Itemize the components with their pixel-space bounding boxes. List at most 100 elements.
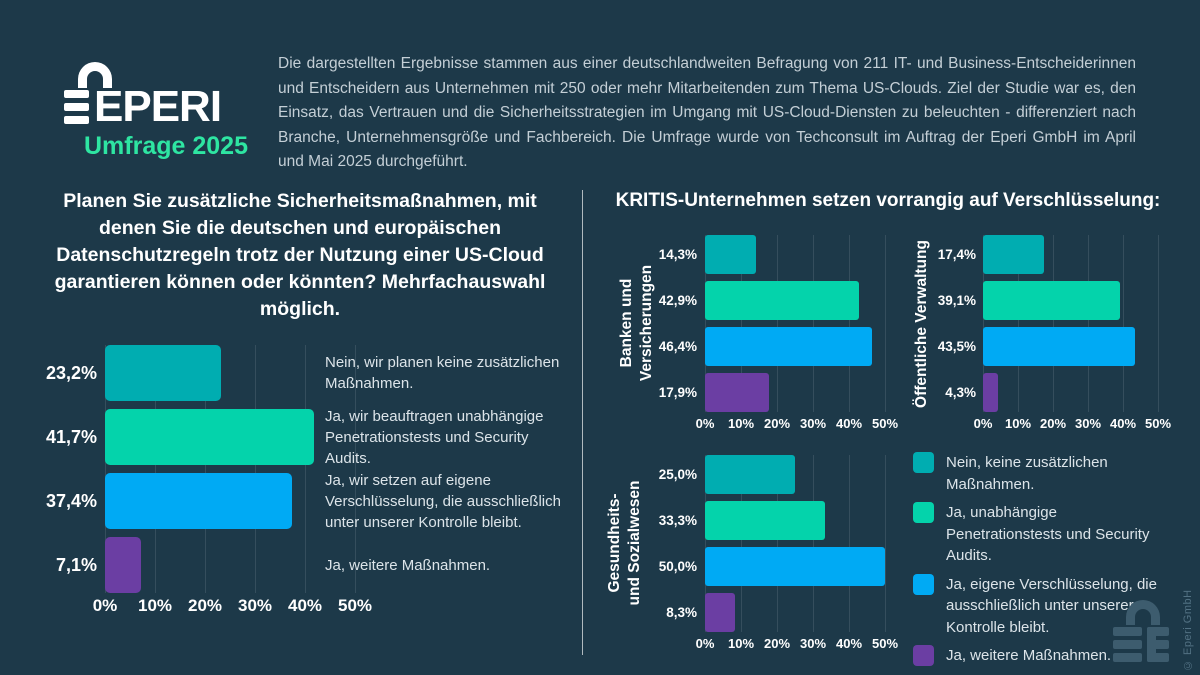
x-tick-label: 30% [799, 636, 827, 651]
legend-swatch-purple [913, 645, 934, 666]
bar-segment [705, 373, 770, 412]
legend-item: Nein, keine zusätzlichen Maßnahmen. [913, 452, 1175, 495]
bar-value-label: 8,3% [666, 605, 697, 620]
x-tick-label: 50% [871, 636, 899, 651]
main-bar-chart: 23,2% 41,7% 37,4% 7,1% 0% 10% 20% 30% 40% 50% Ne… [40, 345, 565, 625]
main-chart-plot [105, 345, 356, 593]
bar-segment [705, 501, 825, 540]
x-tick-label: 40% [835, 636, 863, 651]
bar-segment [983, 327, 1136, 366]
gesundheit-x-axis: 0% 10% 20% 30% 40% 50% [696, 636, 898, 658]
main-chart-x-axis: 0% 10% 20% 30% 40% 50% [93, 596, 372, 618]
x-tick-label: 20% [187, 596, 223, 615]
legend-swatch-blue [913, 573, 934, 595]
bar-segment [105, 537, 141, 593]
gesundheit-gridlines [705, 455, 886, 632]
bar-segment [705, 327, 873, 366]
x-tick-label: 50% [871, 416, 899, 431]
banken-plot [705, 235, 886, 412]
right-section-title: KRITIS-Unternehmen setzen vorrangig auf … [615, 190, 1161, 211]
bar-value-label: 50,0% [658, 559, 697, 574]
x-tick-label: 30% [799, 416, 827, 431]
main-chart-gridlines [105, 345, 356, 593]
logo-subtitle: Umfrage 2025 [84, 132, 248, 160]
x-tick-label: 40% [287, 596, 323, 615]
main-chart-answer-labels: Nein, wir planen keine zusätzlichen Maßn… [325, 345, 563, 593]
x-tick-label: 10% [727, 416, 755, 431]
x-tick-label: 0% [695, 416, 715, 431]
gesundheit-bar-chart: Gesundheits- und Sozialwesen 25,0% 33,3% 5… [592, 455, 902, 660]
lock-shackle-icon [78, 62, 112, 88]
legend-swatch-mint [913, 502, 934, 523]
intro-paragraph: Die dargestellten Ergebnisse stammen aus… [278, 55, 1136, 170]
verwaltung-value-labels: 17,4% 39,1% 43,5% 4,3% [926, 235, 976, 412]
gesundheit-plot [705, 455, 886, 632]
x-tick-label: 50% [337, 596, 373, 615]
banken-value-labels: 14,3% 42,9% 46,4% 17,9% [647, 235, 697, 412]
bar-value-label: 7,1% [55, 554, 97, 575]
bar-segment [705, 235, 757, 274]
verwaltung-bar-chart: Öffentliche Verwaltung 17,4% 39,1% 43,5% 4,… [875, 235, 1185, 440]
logo-wordmark: EPERI [94, 82, 222, 131]
x-tick-label: 50% [1144, 416, 1172, 431]
bar-value-label: 25,0% [658, 467, 697, 482]
verwaltung-plot [983, 235, 1159, 412]
banken-x-axis: 0% 10% 20% 30% 40% 50% [696, 416, 898, 438]
bar-segment [705, 593, 735, 632]
bar-segment [705, 547, 885, 586]
bar-segment [705, 281, 860, 320]
bar-value-label: 39,1% [937, 293, 976, 308]
verwaltung-bars [983, 235, 1158, 412]
legend-item: Ja, weitere Maßnahmen. [913, 645, 1175, 667]
legend-item: Ja, unabhängige Penetrationstests und Se… [913, 502, 1175, 567]
x-tick-label: 0% [92, 596, 118, 615]
x-tick-label: 30% [1074, 416, 1102, 431]
bar-value-label: 42,9% [658, 293, 697, 308]
x-tick-label: 0% [695, 636, 715, 651]
legend: Nein, keine zusätzlichen Maßnahmen. Ja, … [913, 452, 1175, 667]
gesundheit-axis-title: Gesundheits- und Sozialwesen [606, 480, 643, 606]
bar-segment [983, 281, 1120, 320]
banken-bars [705, 235, 885, 412]
bar-value-label: 46,4% [658, 339, 697, 354]
x-tick-label: 10% [1004, 416, 1032, 431]
bar-segment [983, 373, 999, 412]
answer-label: Ja, weitere Maßnahmen. [325, 556, 491, 574]
gesundheit-bars [705, 455, 885, 632]
legend-label: Ja, weitere Maßnahmen. [946, 647, 1112, 664]
verwaltung-gridlines [983, 235, 1159, 412]
gesundheit-value-labels: 25,0% 33,3% 50,0% 8,3% [647, 455, 697, 632]
bar-value-label: 17,9% [658, 385, 697, 400]
legend-label: Ja, eigene Verschlüsselung, die ausschli… [946, 575, 1157, 636]
bar-segment [105, 345, 221, 401]
x-tick-label: 20% [763, 636, 791, 651]
answer-label: Ja, wir beauftragen unabhängige Penetrat… [325, 407, 544, 467]
main-chart-value-labels: 23,2% 41,7% 37,4% 7,1% [40, 345, 97, 593]
x-tick-label: 20% [763, 416, 791, 431]
legend-label: Nein, keine zusätzlichen Maßnahmen. [946, 454, 1108, 493]
verwaltung-x-axis: 0% 10% 20% 30% 40% 50% [974, 416, 1171, 438]
answer-label: Nein, wir planen keine zusätzlichen Maßn… [325, 354, 560, 392]
x-tick-label: 10% [137, 596, 173, 615]
bar-segment [105, 409, 314, 465]
bar-value-label: 17,4% [937, 247, 976, 262]
x-tick-label: 10% [727, 636, 755, 651]
x-tick-label: 0% [973, 416, 993, 431]
bar-value-label: 33,3% [658, 513, 697, 528]
legend-item: Ja, eigene Verschlüsselung, die ausschli… [913, 573, 1175, 639]
copyright-text: © Eperi GmbH [1182, 589, 1194, 671]
bar-value-label: 37,4% [45, 490, 97, 511]
x-tick-label: 40% [835, 416, 863, 431]
banken-bar-chart: Banken und Versicherungen 14,3% 42,9% 46,4… [592, 235, 902, 440]
bar-value-label: 23,2% [45, 362, 97, 383]
answer-label: Ja, wir setzen auf eigene Verschlüsselun… [325, 471, 561, 531]
bar-value-label: 43,5% [937, 339, 976, 354]
x-tick-label: 20% [1039, 416, 1067, 431]
eperi-watermark-lock-icon [1113, 600, 1173, 665]
bar-segment [105, 473, 292, 529]
x-tick-label: 40% [1109, 416, 1137, 431]
section-divider [582, 190, 583, 655]
bar-value-label: 41,7% [45, 426, 97, 447]
main-chart-bars [105, 345, 355, 593]
